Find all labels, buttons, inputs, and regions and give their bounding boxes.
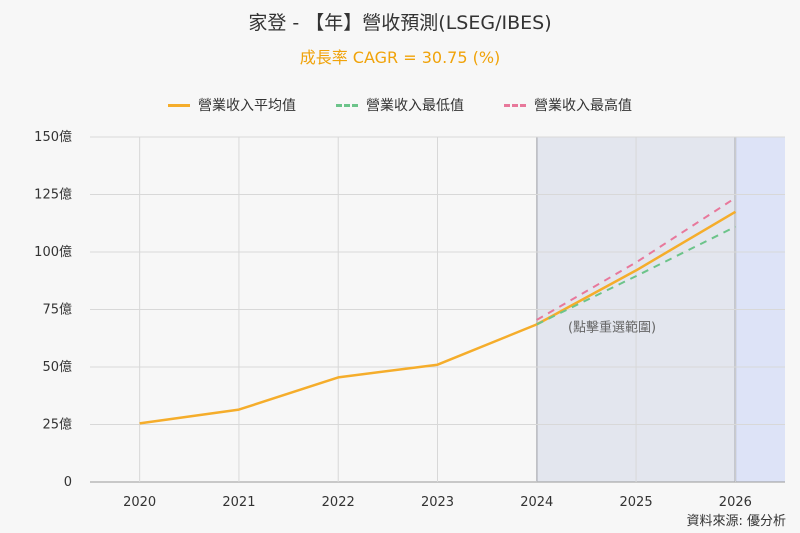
y-tick-label: 0 (64, 475, 72, 490)
x-tick-label: 2024 (520, 495, 553, 510)
source-credit: 資料來源: 優分析 (686, 514, 786, 529)
legend-label-low: 營業收入最低值 (366, 98, 464, 114)
chart-title: 家登 - 【年】營收預測(LSEG/IBES) (248, 12, 552, 34)
chart-subtitle: 成長率 CAGR = 30.75 (%) (299, 48, 501, 67)
x-tick-label: 2020 (123, 495, 156, 510)
legend: 營業收入平均值 營業收入最低值 營業收入最高值 (0, 95, 800, 115)
y-tick-label: 150億 (34, 129, 72, 145)
legend-swatch-low (336, 103, 358, 107)
legend-item-avg[interactable]: 營業收入平均值 (168, 95, 296, 115)
x-tick-label: 2023 (421, 495, 454, 510)
series-line-low (536, 225, 736, 326)
zoom-reset-note[interactable]: (點擊重選範圍) (568, 320, 656, 336)
legend-swatch-high (504, 103, 526, 107)
legend-label-high: 營業收入最高值 (534, 98, 632, 114)
y-tick-label: 75億 (42, 302, 72, 318)
x-tick-label: 2025 (620, 495, 653, 510)
legend-item-high[interactable]: 營業收入最高值 (504, 95, 632, 115)
x-tick-label: 2022 (322, 495, 355, 510)
y-tick-label: 125億 (34, 187, 72, 203)
y-tick-label: 25億 (42, 417, 72, 433)
x-tick-label: 2021 (222, 495, 255, 510)
legend-swatch-avg (168, 103, 190, 107)
y-tick-label: 100億 (34, 244, 72, 260)
x-tick-label: 2026 (719, 495, 752, 510)
legend-label-avg: 營業收入平均值 (198, 98, 296, 114)
legend-item-low[interactable]: 營業收入最低值 (336, 95, 464, 115)
y-tick-label: 50億 (42, 359, 72, 375)
